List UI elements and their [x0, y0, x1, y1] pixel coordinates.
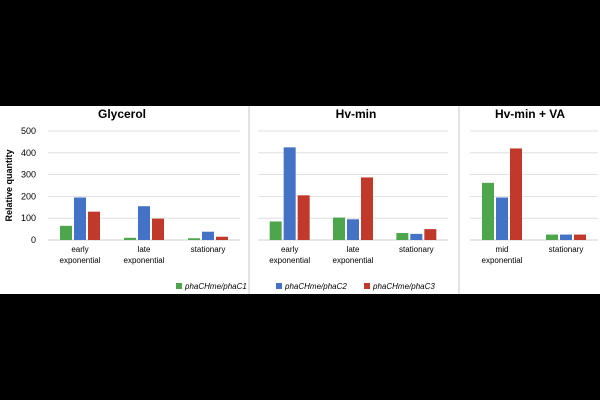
x-category-label: late	[138, 245, 151, 254]
panel-title: Glycerol	[98, 107, 146, 121]
bar-1	[124, 237, 136, 240]
y-axis-label: Relative quantity	[4, 149, 14, 221]
bar-2	[138, 206, 150, 240]
panel-title: Hv-min + VA	[495, 107, 565, 121]
chart-figure: Relative quantity 0 100 200 300 400 500 Glycero…	[0, 106, 600, 294]
x-category-label: stationary	[549, 245, 584, 254]
bar-1	[333, 217, 345, 240]
y-tick-label: 500	[21, 126, 36, 136]
y-tick-label: 100	[21, 213, 36, 223]
x-category-label: exponential	[482, 256, 523, 265]
bar-2	[560, 234, 572, 240]
bar-2	[347, 219, 359, 240]
bar-2	[74, 197, 86, 240]
bar-3	[510, 148, 522, 240]
x-category-label: stationary	[399, 245, 434, 254]
bar-1	[188, 238, 200, 240]
bar-1	[546, 234, 558, 240]
x-category-label: mid	[496, 245, 509, 254]
bar-2	[410, 233, 423, 240]
x-category-label: exponential	[60, 256, 101, 265]
legend-label: phaCHme/phaC2	[284, 282, 347, 291]
bar-3	[216, 236, 228, 240]
x-category-label: exponential	[124, 256, 165, 265]
x-category-label: exponential	[269, 256, 310, 265]
bar-3	[88, 211, 100, 240]
bar-2	[283, 147, 296, 240]
bar-2	[202, 231, 214, 240]
x-category-label: late	[347, 245, 360, 254]
bar-1	[482, 182, 494, 240]
x-category-label: early	[71, 245, 88, 254]
x-category-label: stationary	[191, 245, 226, 254]
bar-3	[424, 229, 437, 240]
y-tick-label: 0	[31, 235, 36, 245]
bar-3	[152, 218, 164, 240]
legend-label: phaCHme/phaC3	[372, 282, 435, 291]
bar-3	[361, 177, 373, 240]
legend-swatch	[364, 283, 370, 289]
y-tick-label: 300	[21, 170, 36, 180]
bar-2	[496, 197, 508, 240]
bar-1	[269, 221, 282, 240]
x-category-label: early	[281, 245, 298, 254]
bar-chart: Relative quantity 0 100 200 300 400 500 Glycero…	[4, 106, 598, 294]
bar-1	[396, 233, 409, 240]
bar-3	[574, 234, 586, 240]
panel-title: Hv-min	[336, 107, 377, 121]
bar-1	[60, 225, 72, 240]
x-category-label: exponential	[333, 256, 374, 265]
legend-swatch	[176, 283, 182, 289]
bar-3	[297, 195, 310, 240]
legend-swatch	[276, 283, 282, 289]
y-tick-label: 200	[21, 191, 36, 201]
legend-label: phaCHme/phaC1	[184, 282, 247, 291]
y-tick-label: 400	[21, 148, 36, 158]
